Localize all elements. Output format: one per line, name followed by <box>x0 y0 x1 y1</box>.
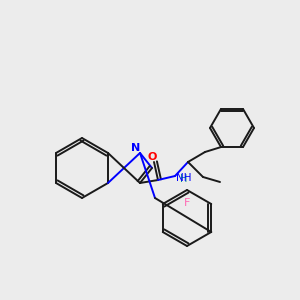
Text: F: F <box>184 198 190 208</box>
Text: N: N <box>131 143 141 153</box>
Text: NH: NH <box>176 173 191 183</box>
Text: H: H <box>180 174 188 184</box>
Text: O: O <box>147 152 157 162</box>
